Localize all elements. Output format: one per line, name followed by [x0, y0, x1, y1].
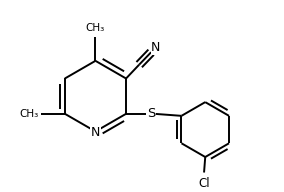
Text: CH₃: CH₃ [19, 109, 38, 119]
Text: Cl: Cl [198, 177, 210, 190]
Text: N: N [151, 41, 160, 55]
Text: CH₃: CH₃ [86, 23, 105, 33]
Text: S: S [147, 107, 155, 120]
Text: N: N [91, 126, 100, 139]
